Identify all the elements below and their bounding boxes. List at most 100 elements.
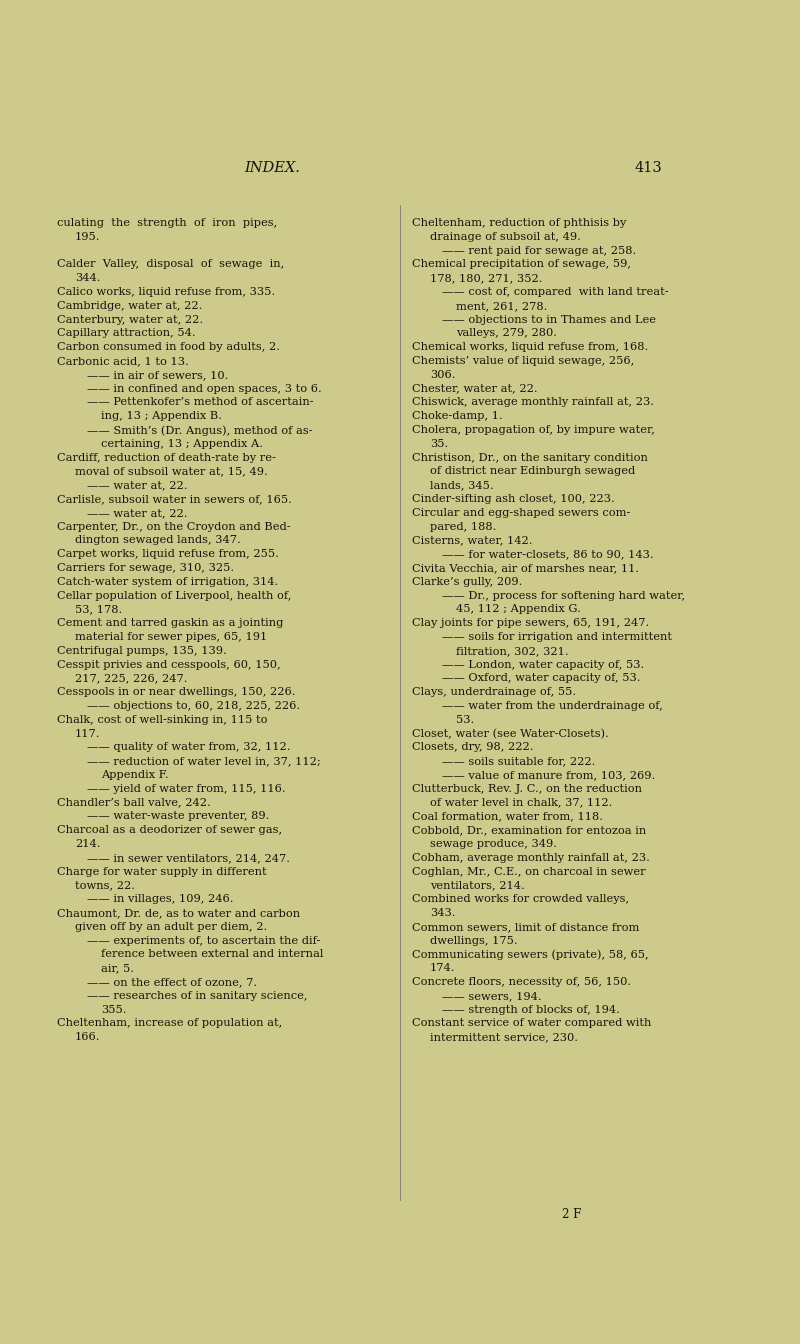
Text: —— yield of water from, 115, 116.: —— yield of water from, 115, 116. bbox=[87, 784, 286, 794]
Text: valleys, 279, 280.: valleys, 279, 280. bbox=[456, 328, 557, 339]
Text: —— soils suitable for, 222.: —— soils suitable for, 222. bbox=[442, 757, 595, 766]
Text: —— water-waste preventer, 89.: —— water-waste preventer, 89. bbox=[87, 812, 270, 821]
Text: Carbon consumed in food by adults, 2.: Carbon consumed in food by adults, 2. bbox=[57, 343, 280, 352]
Text: Clays, underdrainage of, 55.: Clays, underdrainage of, 55. bbox=[412, 687, 576, 698]
Text: Cisterns, water, 142.: Cisterns, water, 142. bbox=[412, 535, 533, 546]
Text: towns, 22.: towns, 22. bbox=[75, 880, 135, 890]
Text: Cinder-sifting ash closet, 100, 223.: Cinder-sifting ash closet, 100, 223. bbox=[412, 495, 614, 504]
Text: drainage of subsoil at, 49.: drainage of subsoil at, 49. bbox=[430, 231, 581, 242]
Text: 2 F: 2 F bbox=[562, 1208, 582, 1220]
Text: Cobham, average monthly rainfall at, 23.: Cobham, average monthly rainfall at, 23. bbox=[412, 853, 650, 863]
Text: dington sewaged lands, 347.: dington sewaged lands, 347. bbox=[75, 535, 241, 546]
Text: Constant service of water compared with: Constant service of water compared with bbox=[412, 1019, 651, 1028]
Text: 214.: 214. bbox=[75, 839, 101, 849]
Text: Chalk, cost of well-sinking in, 115 to: Chalk, cost of well-sinking in, 115 to bbox=[57, 715, 267, 724]
Text: —— in villages, 109, 246.: —— in villages, 109, 246. bbox=[87, 894, 234, 905]
Text: 344.: 344. bbox=[75, 273, 101, 284]
Text: 166.: 166. bbox=[75, 1032, 101, 1042]
Text: Carlisle, subsoil water in sewers of, 165.: Carlisle, subsoil water in sewers of, 16… bbox=[57, 495, 292, 504]
Text: —— water at, 22.: —— water at, 22. bbox=[87, 480, 187, 491]
Text: 117.: 117. bbox=[75, 728, 101, 739]
Text: Capillary attraction, 54.: Capillary attraction, 54. bbox=[57, 328, 196, 339]
Text: —— Oxford, water capacity of, 53.: —— Oxford, water capacity of, 53. bbox=[442, 673, 641, 683]
Text: Clutterbuck, Rev. J. C., on the reduction: Clutterbuck, Rev. J. C., on the reductio… bbox=[412, 784, 642, 794]
Text: 306.: 306. bbox=[430, 370, 455, 380]
Text: Cesspools in or near dwellings, 150, 226.: Cesspools in or near dwellings, 150, 226… bbox=[57, 687, 295, 698]
Text: certaining, 13 ; Appendix A.: certaining, 13 ; Appendix A. bbox=[101, 438, 263, 449]
Text: dwellings, 175.: dwellings, 175. bbox=[430, 935, 518, 946]
Text: —— Smith’s (Dr. Angus), method of as-: —— Smith’s (Dr. Angus), method of as- bbox=[87, 425, 313, 435]
Text: of district near Edinburgh sewaged: of district near Edinburgh sewaged bbox=[430, 466, 635, 476]
Text: Concrete floors, necessity of, 56, 150.: Concrete floors, necessity of, 56, 150. bbox=[412, 977, 631, 986]
Text: Carriers for sewage, 310, 325.: Carriers for sewage, 310, 325. bbox=[57, 563, 234, 573]
Text: Cholera, propagation of, by impure water,: Cholera, propagation of, by impure water… bbox=[412, 425, 655, 435]
Text: Coghlan, Mr., C.E., on charcoal in sewer: Coghlan, Mr., C.E., on charcoal in sewer bbox=[412, 867, 646, 876]
Text: filtration, 302, 321.: filtration, 302, 321. bbox=[456, 646, 569, 656]
Text: Cambridge, water at, 22.: Cambridge, water at, 22. bbox=[57, 301, 202, 310]
Text: Calico works, liquid refuse from, 335.: Calico works, liquid refuse from, 335. bbox=[57, 288, 275, 297]
Text: Cellar population of Liverpool, health of,: Cellar population of Liverpool, health o… bbox=[57, 590, 291, 601]
Text: Cheltenham, increase of population at,: Cheltenham, increase of population at, bbox=[57, 1019, 282, 1028]
Text: Appendix F.: Appendix F. bbox=[101, 770, 169, 780]
Text: —— Dr., process for softening hard water,: —— Dr., process for softening hard water… bbox=[442, 590, 685, 601]
Text: ment, 261, 278.: ment, 261, 278. bbox=[456, 301, 547, 310]
Text: given off by an adult per diem, 2.: given off by an adult per diem, 2. bbox=[75, 922, 267, 931]
Text: —— water from the underdrainage of,: —— water from the underdrainage of, bbox=[442, 702, 662, 711]
Text: —— experiments of, to ascertain the dif-: —— experiments of, to ascertain the dif- bbox=[87, 935, 320, 946]
Text: Coal formation, water from, 118.: Coal formation, water from, 118. bbox=[412, 812, 603, 821]
Text: —— objections to in Thames and Lee: —— objections to in Thames and Lee bbox=[442, 314, 656, 325]
Text: —— Pettenkofer’s method of ascertain-: —— Pettenkofer’s method of ascertain- bbox=[87, 398, 314, 407]
Text: Common sewers, limit of distance from: Common sewers, limit of distance from bbox=[412, 922, 639, 931]
Text: —— on the effect of ozone, 7.: —— on the effect of ozone, 7. bbox=[87, 977, 257, 986]
Text: Civita Vecchia, air of marshes near, 11.: Civita Vecchia, air of marshes near, 11. bbox=[412, 563, 639, 573]
Text: —— value of manure from, 103, 269.: —— value of manure from, 103, 269. bbox=[442, 770, 655, 780]
Text: Centrifugal pumps, 135, 139.: Centrifugal pumps, 135, 139. bbox=[57, 646, 226, 656]
Text: Chiswick, average monthly rainfall at, 23.: Chiswick, average monthly rainfall at, 2… bbox=[412, 398, 654, 407]
Text: Christison, Dr., on the sanitary condition: Christison, Dr., on the sanitary conditi… bbox=[412, 453, 648, 462]
Text: —— cost of, compared  with land treat-: —— cost of, compared with land treat- bbox=[442, 288, 669, 297]
Text: —— in air of sewers, 10.: —— in air of sewers, 10. bbox=[87, 370, 228, 380]
Text: pared, 188.: pared, 188. bbox=[430, 521, 496, 532]
Text: 53, 178.: 53, 178. bbox=[75, 605, 122, 614]
Text: —— strength of blocks of, 194.: —— strength of blocks of, 194. bbox=[442, 1004, 620, 1015]
Text: Cesspit privies and cesspools, 60, 150,: Cesspit privies and cesspools, 60, 150, bbox=[57, 660, 281, 669]
Text: ventilators, 214.: ventilators, 214. bbox=[430, 880, 525, 890]
Text: Calder  Valley,  disposal  of  sewage  in,: Calder Valley, disposal of sewage in, bbox=[57, 259, 284, 269]
Text: sewage produce, 349.: sewage produce, 349. bbox=[430, 839, 557, 849]
Text: of water level in chalk, 37, 112.: of water level in chalk, 37, 112. bbox=[430, 797, 612, 808]
Text: moval of subsoil water at, 15, 49.: moval of subsoil water at, 15, 49. bbox=[75, 466, 268, 476]
Text: Chemical works, liquid refuse from, 168.: Chemical works, liquid refuse from, 168. bbox=[412, 343, 648, 352]
Text: Circular and egg-shaped sewers com-: Circular and egg-shaped sewers com- bbox=[412, 508, 630, 517]
Text: 413: 413 bbox=[634, 161, 662, 175]
Text: Chemical precipitation of sewage, 59,: Chemical precipitation of sewage, 59, bbox=[412, 259, 631, 269]
Text: —— in sewer ventilators, 214, 247.: —— in sewer ventilators, 214, 247. bbox=[87, 853, 290, 863]
Text: —— soils for irrigation and intermittent: —— soils for irrigation and intermittent bbox=[442, 632, 672, 642]
Text: 53.: 53. bbox=[456, 715, 474, 724]
Text: 217, 225, 226, 247.: 217, 225, 226, 247. bbox=[75, 673, 187, 683]
Text: —— for water-closets, 86 to 90, 143.: —— for water-closets, 86 to 90, 143. bbox=[442, 550, 654, 559]
Text: 343.: 343. bbox=[430, 909, 455, 918]
Text: air, 5.: air, 5. bbox=[101, 964, 134, 973]
Text: —— rent paid for sewage at, 258.: —— rent paid for sewage at, 258. bbox=[442, 246, 636, 255]
Text: 355.: 355. bbox=[101, 1004, 126, 1015]
Text: Charge for water supply in different: Charge for water supply in different bbox=[57, 867, 266, 876]
Text: Cheltenham, reduction of phthisis by: Cheltenham, reduction of phthisis by bbox=[412, 218, 626, 228]
Text: —— reduction of water level in, 37, 112;: —— reduction of water level in, 37, 112; bbox=[87, 757, 321, 766]
Text: Choke-damp, 1.: Choke-damp, 1. bbox=[412, 411, 502, 421]
Text: INDEX.: INDEX. bbox=[244, 161, 300, 175]
Text: Chester, water at, 22.: Chester, water at, 22. bbox=[412, 383, 538, 394]
Text: ference between external and internal: ference between external and internal bbox=[101, 949, 323, 960]
Text: —— London, water capacity of, 53.: —— London, water capacity of, 53. bbox=[442, 660, 644, 669]
Text: Chemists’ value of liquid sewage, 256,: Chemists’ value of liquid sewage, 256, bbox=[412, 356, 634, 366]
Text: Cement and tarred gaskin as a jointing: Cement and tarred gaskin as a jointing bbox=[57, 618, 283, 628]
Text: Cobbold, Dr., examination for entozoa in: Cobbold, Dr., examination for entozoa in bbox=[412, 825, 646, 835]
Text: 195.: 195. bbox=[75, 231, 101, 242]
Text: Clay joints for pipe sewers, 65, 191, 247.: Clay joints for pipe sewers, 65, 191, 24… bbox=[412, 618, 650, 628]
Text: Catch-water system of irrigation, 314.: Catch-water system of irrigation, 314. bbox=[57, 577, 278, 587]
Text: 35.: 35. bbox=[430, 438, 448, 449]
Text: Carbonic acid, 1 to 13.: Carbonic acid, 1 to 13. bbox=[57, 356, 189, 366]
Text: —— in confined and open spaces, 3 to 6.: —— in confined and open spaces, 3 to 6. bbox=[87, 383, 322, 394]
Text: Chandler’s ball valve, 242.: Chandler’s ball valve, 242. bbox=[57, 797, 210, 808]
Text: —— sewers, 194.: —— sewers, 194. bbox=[442, 991, 542, 1001]
Text: Canterbury, water at, 22.: Canterbury, water at, 22. bbox=[57, 314, 203, 325]
